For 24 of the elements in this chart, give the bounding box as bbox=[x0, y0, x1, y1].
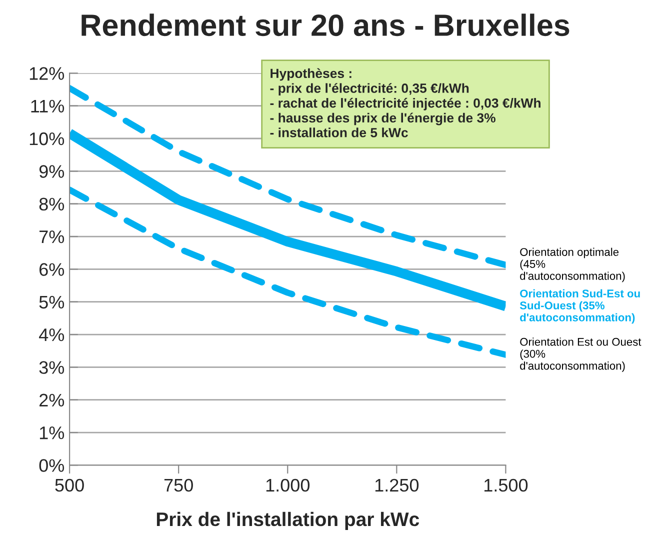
x-tick-label: 1.000 bbox=[266, 478, 310, 492]
x-axis-title: Prix de l'installation par kWc bbox=[156, 512, 420, 530]
x-tick-label: 1.250 bbox=[375, 478, 419, 492]
chart-title: Rendement sur 20 ans - Bruxelles bbox=[82, 14, 570, 36]
x-tick-label: 1.500 bbox=[484, 478, 528, 492]
y-tick-label: 6% bbox=[40, 263, 64, 276]
y-tick-label: 1% bbox=[40, 426, 64, 440]
x-tick-label: 500 bbox=[55, 478, 84, 492]
y-tick-label: 8% bbox=[39, 198, 64, 211]
y-tick-label: 2% bbox=[40, 394, 64, 407]
y-tick-label: 9% bbox=[39, 165, 64, 178]
y-tick-label: 3% bbox=[39, 361, 64, 374]
series-label: Orientation Est ou Ouest (30% d'autoconsommation) bbox=[520, 338, 642, 372]
series-label: Orientation optimale (45% d'autoconsommation) bbox=[520, 248, 625, 282]
y-tick-label: 4% bbox=[39, 328, 64, 342]
y-tick-label: 0% bbox=[39, 459, 64, 472]
series-label: Orientation Sud-Est ou Sud-Ouest (35% d'autoconsommation) bbox=[520, 289, 640, 324]
y-tick-label: 12% bbox=[30, 67, 64, 80]
y-tick-label: 11% bbox=[31, 100, 64, 112]
x-tick-label: 750 bbox=[164, 478, 193, 492]
y-tick-label: 5% bbox=[39, 296, 64, 309]
y-tick-label: 10% bbox=[30, 132, 64, 146]
y-tick-label: 7% bbox=[40, 230, 64, 244]
annotation: Hypothèses : - prix de l'électricité: 0,35 €/kWh - rachat de l'électricité injectée : 0,03 €/kWh - hausse des prix de l'énergie de 3% - installation de 5 kWc bbox=[270, 68, 540, 138]
